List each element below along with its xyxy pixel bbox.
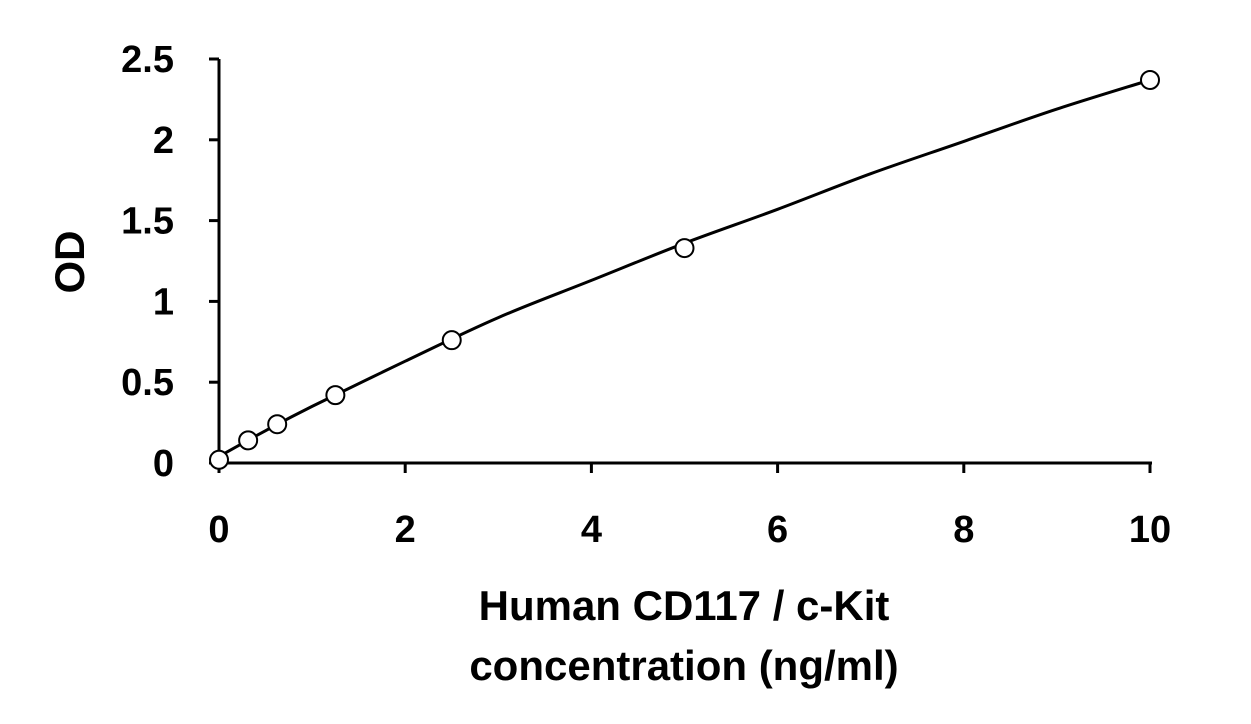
x-axis-title-line-2: concentration (ng/ml) xyxy=(469,642,898,689)
y-tick-label: 2 xyxy=(153,120,174,162)
x-tick-label: 4 xyxy=(581,509,602,551)
x-tick-label: 2 xyxy=(395,509,416,551)
y-tick-label: 1 xyxy=(153,281,174,323)
x-tick-label: 0 xyxy=(208,509,229,551)
data-point xyxy=(441,330,462,351)
y-axis-title: OD xyxy=(46,231,93,294)
y-tick-label: 0 xyxy=(153,443,174,485)
x-axis-title-line-1: Human CD117 / c-Kit xyxy=(479,582,890,629)
y-tick-label: 1.5 xyxy=(121,201,174,243)
axes xyxy=(217,59,1152,465)
y-tick-label: 2.5 xyxy=(121,39,174,81)
data-points xyxy=(209,70,1160,470)
y-tick-label: 0.5 xyxy=(121,362,174,404)
data-point xyxy=(267,414,288,435)
data-point xyxy=(238,430,259,451)
data-point xyxy=(674,238,695,259)
x-tick-label: 10 xyxy=(1129,509,1171,551)
x-tick-label: 6 xyxy=(767,509,788,551)
x-tick-label: 8 xyxy=(953,509,974,551)
data-point xyxy=(1140,70,1160,91)
ticks: 0 2 4 6 8 10 0 0.5 1 1.5 2 2.5 xyxy=(121,39,1171,551)
fit-curve xyxy=(218,78,1151,458)
data-point xyxy=(325,385,346,406)
data-point xyxy=(209,449,229,470)
